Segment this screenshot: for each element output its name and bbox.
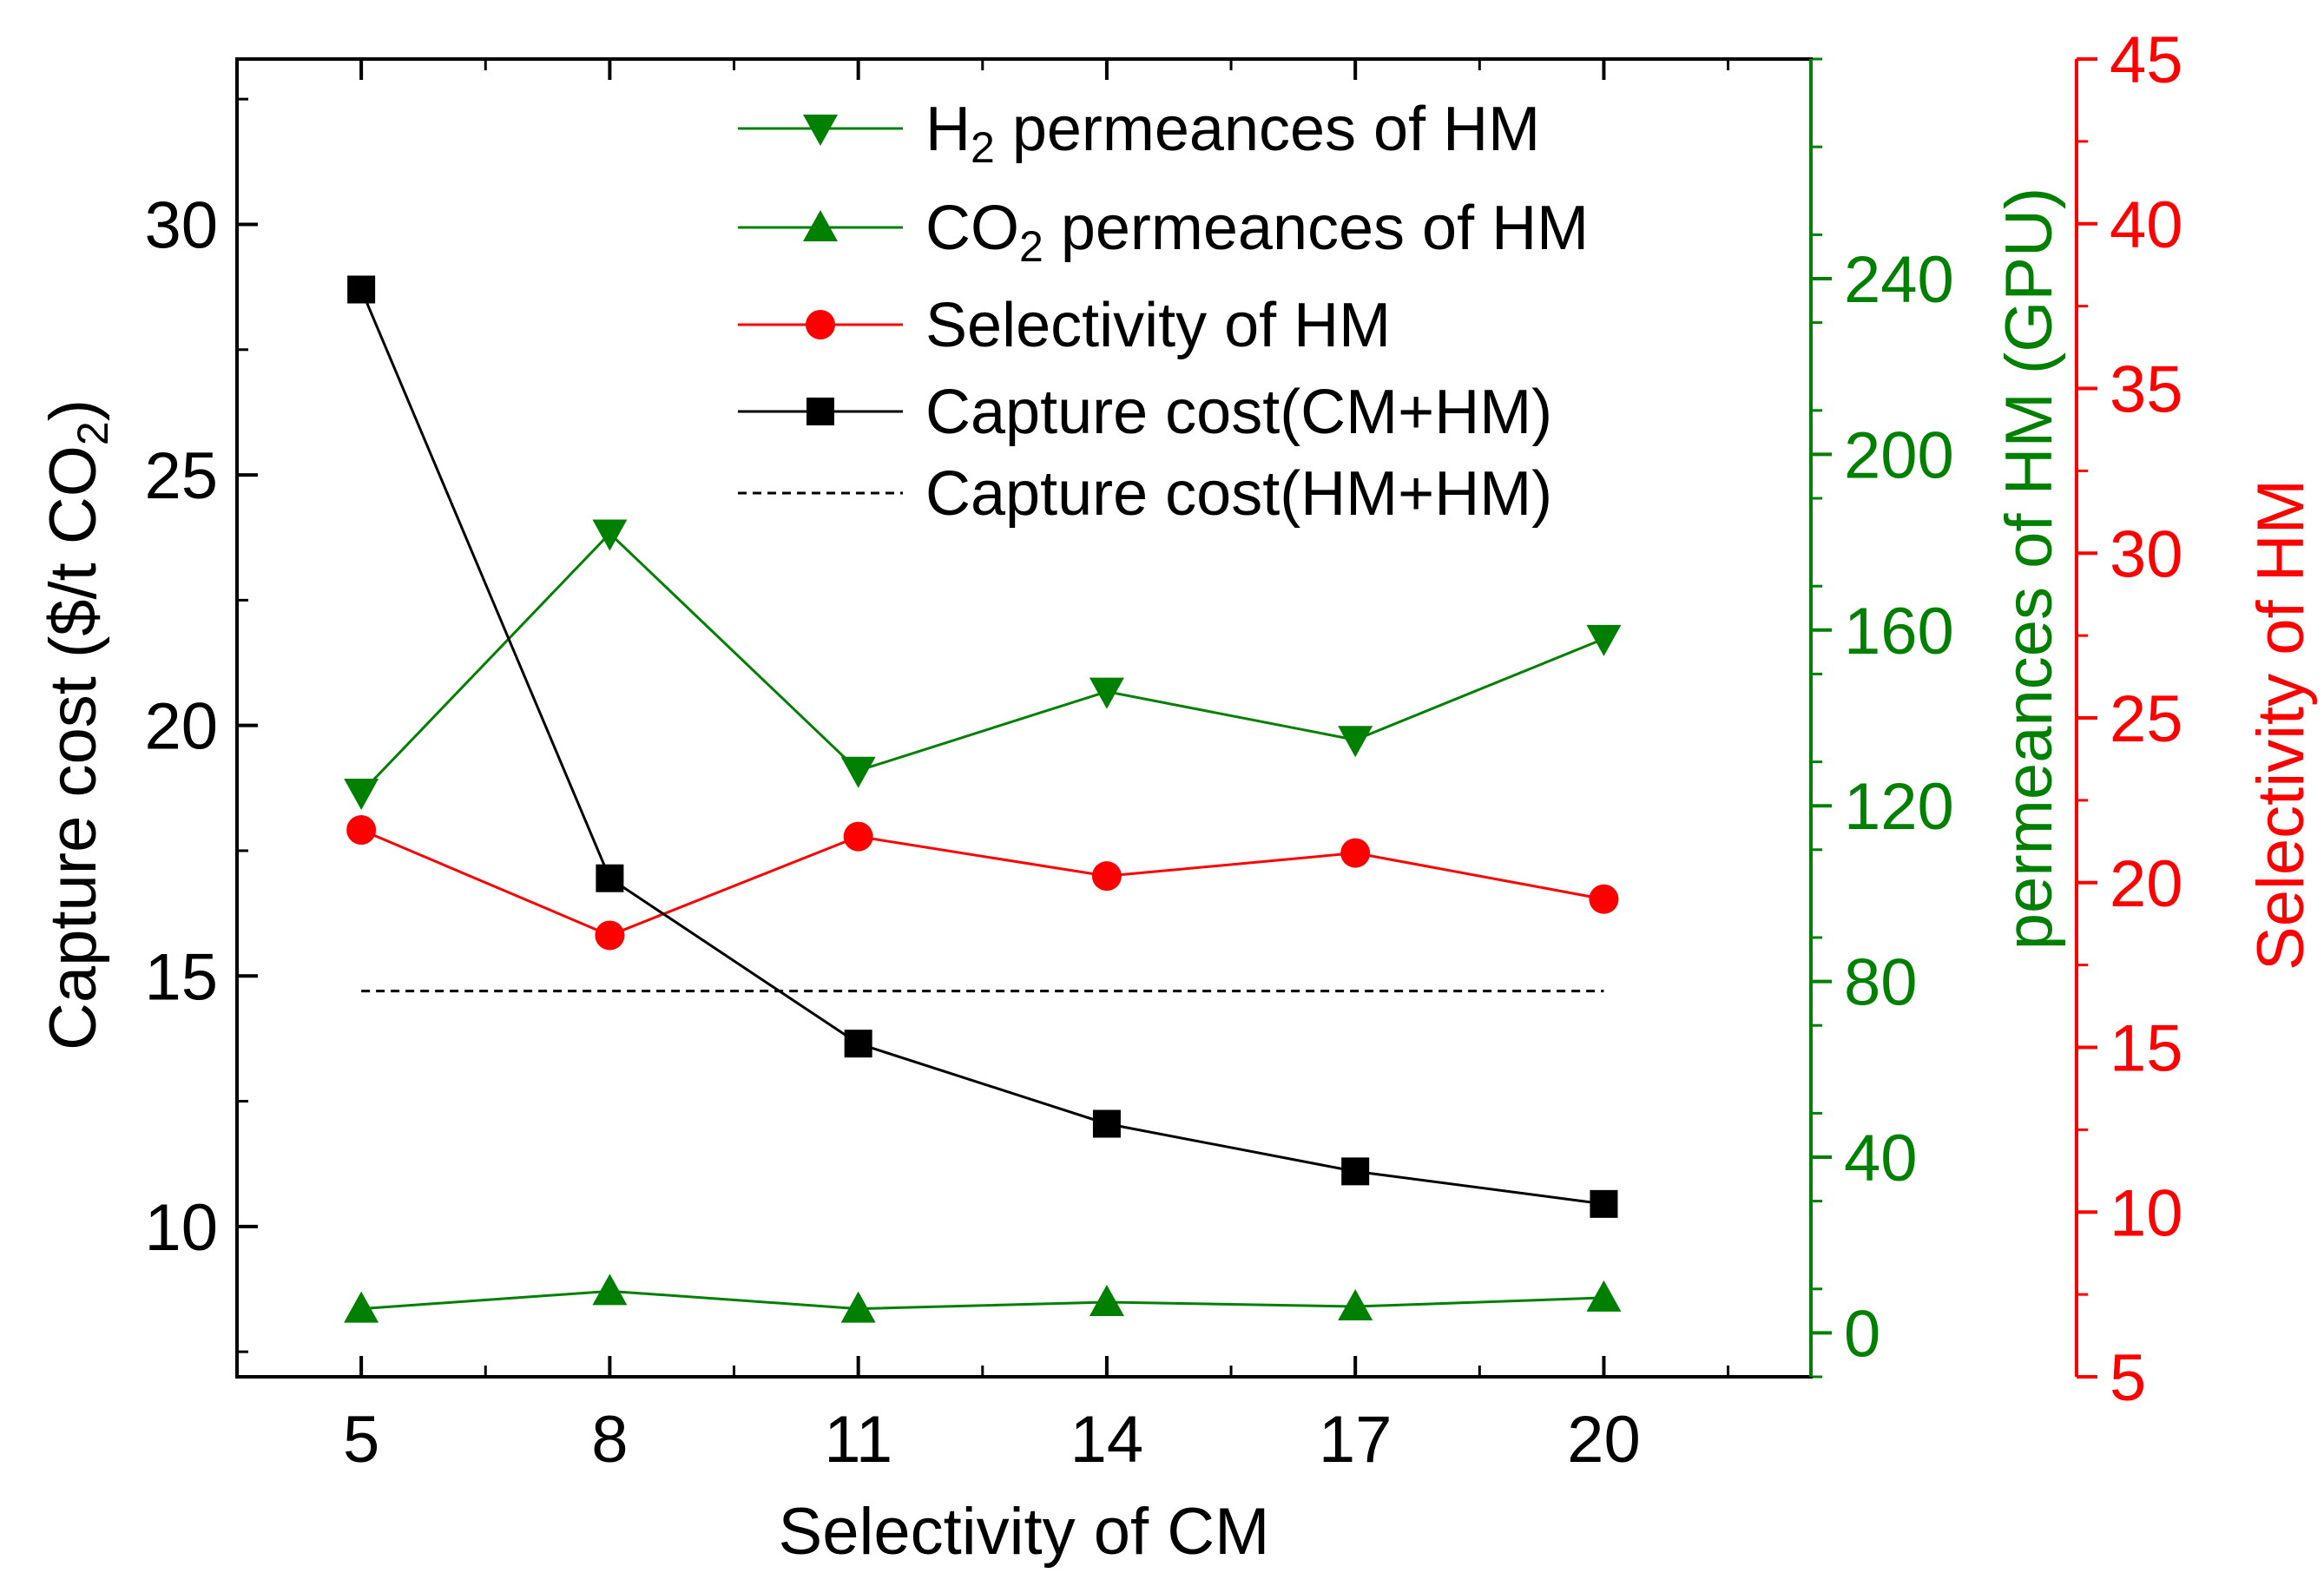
x-tick-label: 14 (1070, 1403, 1144, 1477)
series-1-point (1586, 1280, 1622, 1312)
legend-marker-2 (806, 310, 835, 339)
series-3-point (596, 864, 624, 892)
right2-tick-label: 20 (2110, 847, 2183, 921)
left-tick-label: 30 (144, 188, 218, 262)
series-1-point (840, 1291, 876, 1323)
left-axis-title: Capture cost ($/t CO2) (36, 399, 117, 1050)
series-line-0 (360, 531, 1605, 794)
right2-tick-label: 30 (2110, 517, 2183, 591)
legend-marker-3 (806, 398, 834, 425)
series-1-point (592, 1274, 628, 1306)
x-tick-label: 8 (591, 1403, 628, 1477)
series-3-point (1341, 1157, 1370, 1186)
legend-marker-0 (803, 115, 838, 146)
right1-tick-label: 200 (1844, 418, 1954, 492)
right2-tick-label: 25 (2110, 682, 2183, 756)
left-tick-label: 25 (144, 439, 218, 513)
series-0-point (1586, 624, 1622, 656)
legend-label-2: Selectivity of HM (925, 291, 1391, 360)
series-2-point (1589, 884, 1619, 914)
series-1-point (1089, 1284, 1124, 1316)
legend-label-1: CO2 permeances of HM (925, 194, 1589, 271)
series-3-point (1590, 1189, 1618, 1218)
right2-tick-label: 40 (2110, 188, 2183, 262)
series-line-1 (361, 1289, 1604, 1311)
series-3-point (844, 1030, 872, 1058)
series-2-point (843, 821, 873, 852)
left-tick-label: 15 (144, 940, 218, 1014)
right2-axis-title: Selectivity of HM (2244, 479, 2318, 971)
left-tick-label: 10 (144, 1191, 218, 1265)
series-0-point (1338, 726, 1373, 758)
series-1-point (344, 1291, 379, 1323)
right1-tick-label: 160 (1844, 595, 1954, 668)
series-line-2 (360, 828, 1604, 938)
series-2-point (595, 920, 625, 951)
series-0-point (592, 519, 628, 551)
x-tick-label: 17 (1319, 1403, 1392, 1477)
right1-axis-title: permeances of HM (GPU) (1992, 188, 2066, 950)
right2-tick-label: 45 (2110, 23, 2183, 97)
series-2-point (346, 815, 377, 846)
series-0-point (344, 779, 379, 811)
series-line-3 (359, 288, 1604, 1206)
legend-label-0: H2 permeances of HM (925, 95, 1540, 172)
x-tick-label: 5 (343, 1403, 379, 1477)
legend-label-3: Capture cost(CM+HM) (925, 378, 1552, 447)
series-0-point (840, 756, 876, 788)
right1-tick-label: 80 (1844, 946, 1918, 1020)
right2-tick-label: 15 (2110, 1012, 2183, 1086)
legend-label-4: Capture cost(HM+HM) (925, 459, 1552, 529)
right1-tick-label: 40 (1844, 1122, 1918, 1195)
right1-tick-label: 120 (1844, 770, 1954, 844)
series-0-point (1089, 677, 1124, 709)
series-3-point (347, 275, 376, 304)
left-tick-label: 20 (144, 690, 218, 764)
series-2-point (1091, 861, 1122, 892)
x-axis-title: Selectivity of CM (779, 1495, 1270, 1569)
right1-tick-label: 0 (1844, 1297, 1880, 1371)
right1-tick-label: 240 (1844, 243, 1954, 317)
right2-tick-label: 10 (2110, 1176, 2183, 1250)
right2-tick-label: 5 (2110, 1341, 2146, 1415)
series-1-point (1338, 1289, 1373, 1321)
x-tick-label: 20 (1567, 1403, 1641, 1477)
series-2-point (1340, 838, 1371, 868)
legend-marker-1 (803, 210, 838, 241)
right2-tick-label: 35 (2110, 353, 2183, 427)
x-tick-label: 11 (824, 1403, 892, 1477)
series-3-point (1092, 1109, 1121, 1138)
